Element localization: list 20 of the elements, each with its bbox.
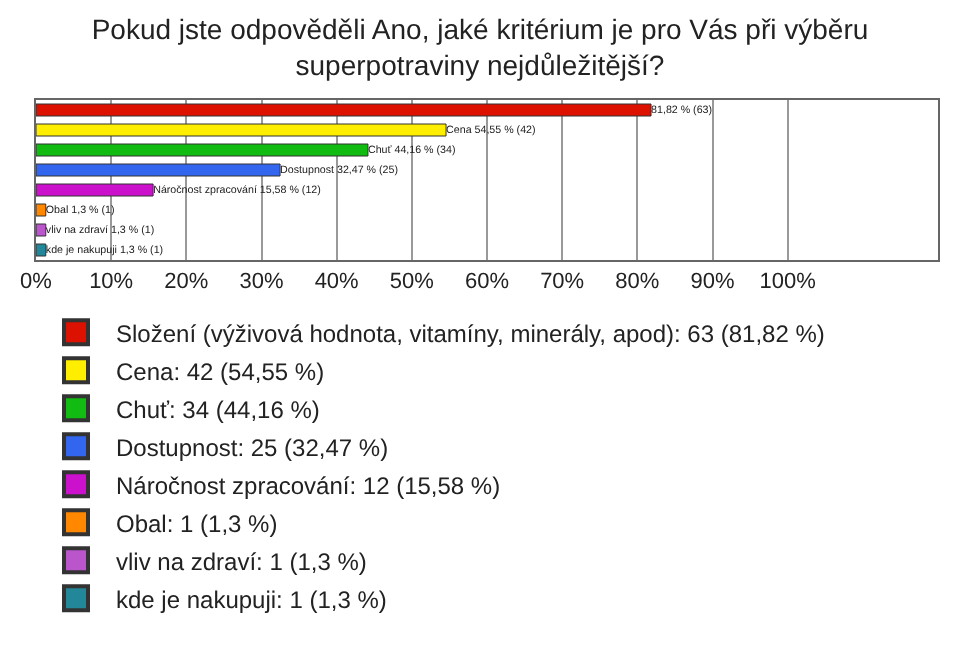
legend-label: Dostupnost: 25 (32,47 %) bbox=[116, 433, 389, 462]
legend-label: Náročnost zpracování: 12 (15,58 %) bbox=[116, 471, 501, 500]
x-tick-label: 0% bbox=[20, 270, 53, 295]
legend-label: Cena: 42 (54,55 %) bbox=[116, 357, 325, 386]
legend-label: Chuť: 34 (44,16 %) bbox=[116, 395, 320, 424]
x-tick-label: 60% bbox=[464, 270, 510, 295]
x-tick-label: 80% bbox=[615, 270, 660, 295]
x-tick-label: 90% bbox=[690, 270, 735, 295]
legend-label: vliv na zdraví: 1 (1,3 %) bbox=[116, 547, 367, 576]
x-tick-label: 30% bbox=[239, 270, 284, 295]
chart-title: Pokud jste odpověděli Ano, jaké kritérium je pro Vás při výběru superpotraviny nejdůležitější? bbox=[91, 12, 869, 82]
legend-label: Obal: 1 (1,3 %) bbox=[116, 509, 278, 538]
x-tick-label: 40% bbox=[314, 270, 360, 295]
x-tick-label: 100% bbox=[759, 270, 817, 295]
legend-label: kde je nakupuji: 1 (1,3 %) bbox=[116, 585, 387, 614]
x-tick-label: 70% bbox=[540, 270, 585, 295]
legend-label: Složení (výživová hodnota, vitamíny, minerály, apod): 63 (81,82 %) bbox=[116, 319, 825, 348]
x-tick-label: 20% bbox=[164, 270, 209, 295]
x-tick-label: 10% bbox=[89, 270, 134, 295]
x-tick-label: 50% bbox=[389, 270, 435, 295]
